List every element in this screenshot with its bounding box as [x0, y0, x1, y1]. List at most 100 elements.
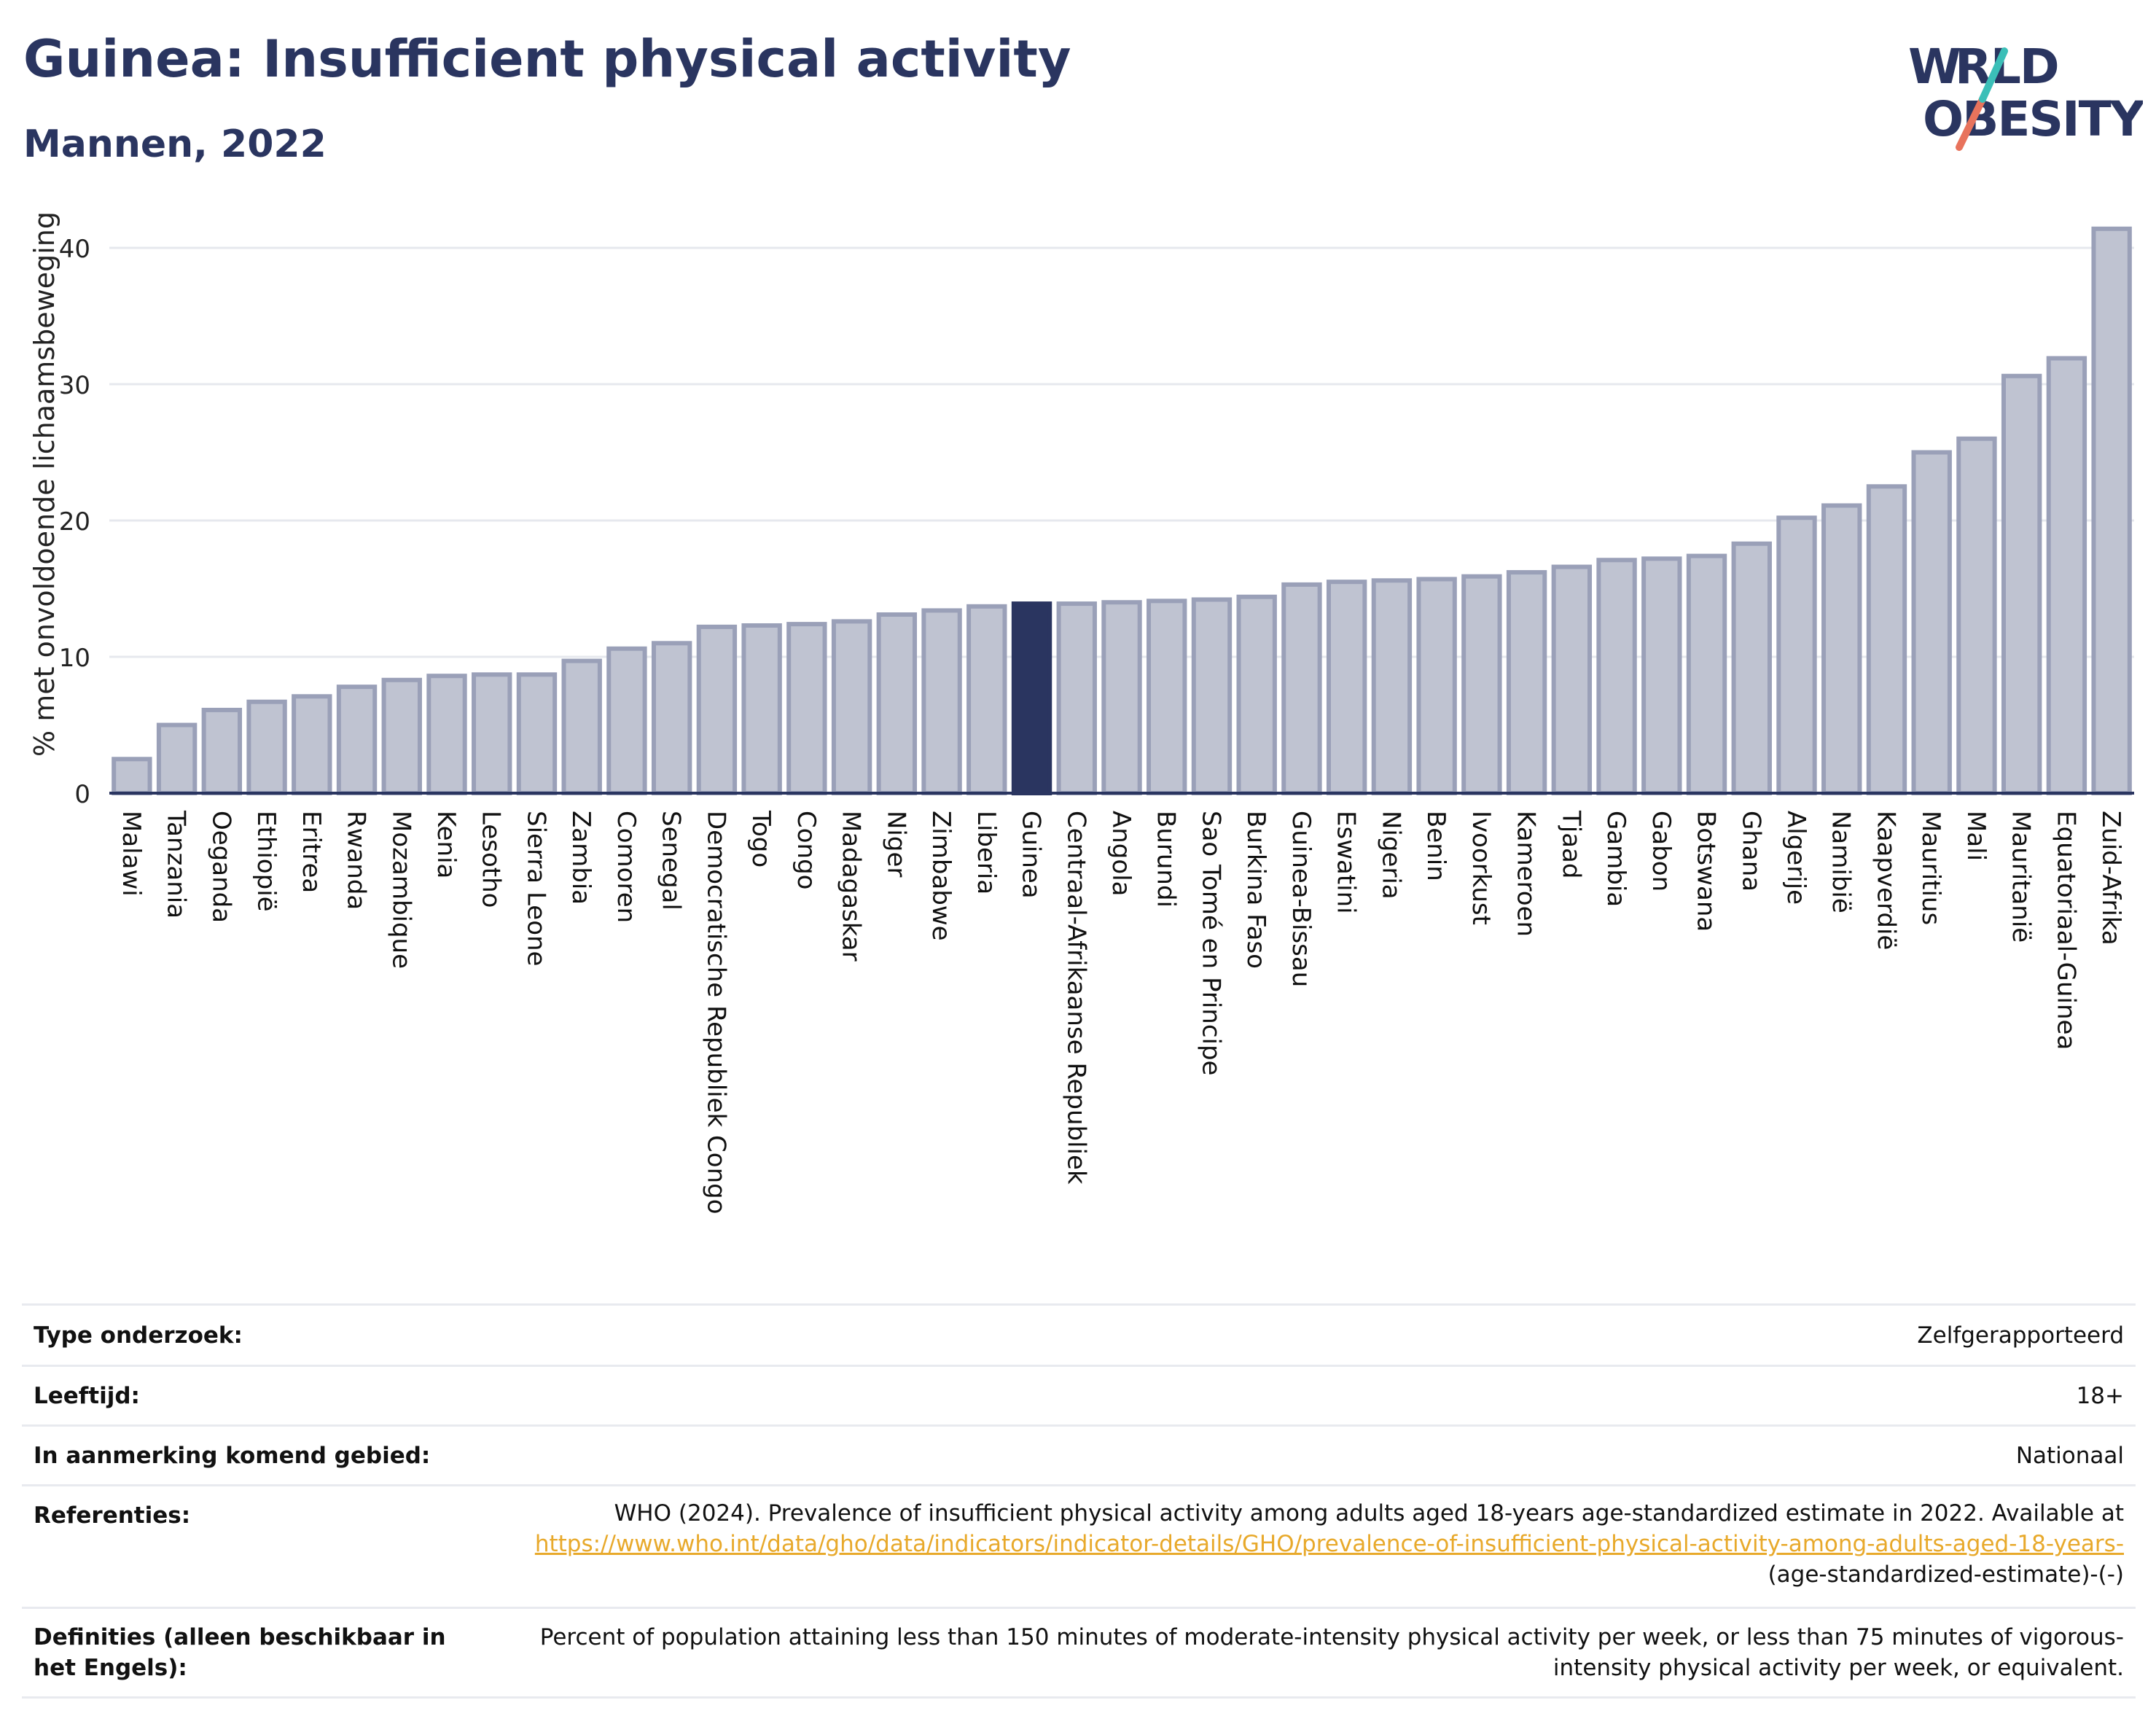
bar — [2091, 226, 2132, 795]
meta-row-references: Referenties: WHO (2024). Prevalence of i… — [22, 1484, 2136, 1607]
x-tick-label: Kaapverdië — [1871, 811, 1900, 950]
x-tick-label: Gambia — [1601, 811, 1630, 907]
x-tick-label: Burundi — [1152, 811, 1181, 908]
bar — [1596, 558, 1637, 795]
bar — [1147, 599, 1187, 796]
meta-value: Zelfgerapporteerd — [1917, 1322, 2124, 1349]
x-tick-label: Ghana — [1736, 811, 1765, 892]
x-tick-label: Mozambique — [386, 811, 415, 969]
x-tick-label: Burkina Faso — [1241, 811, 1270, 969]
x-tick-label: Senegal — [657, 811, 686, 911]
bar — [1731, 541, 1772, 795]
x-tick-label: Zuid-Afrika — [2096, 811, 2125, 946]
x-tick-label: Comoren — [612, 811, 641, 923]
bar — [1506, 570, 1547, 795]
x-tick-label: Namibië — [1827, 811, 1856, 913]
bar — [1866, 484, 1907, 795]
bar — [112, 757, 152, 795]
x-tick-label: Congo — [792, 811, 821, 889]
bar — [201, 707, 243, 795]
bar — [651, 641, 692, 795]
x-tick-label: Togo — [746, 810, 776, 868]
bar — [1416, 577, 1457, 795]
x-tick-label: Guinea — [1017, 811, 1046, 899]
x-tick-label: Eritrea — [297, 811, 326, 893]
meta-value: WHO (2024). Prevalence of insufficient p… — [500, 1498, 2136, 1590]
bar — [1011, 601, 1052, 795]
bar — [741, 623, 782, 795]
bar — [1686, 553, 1727, 795]
bar — [876, 612, 918, 796]
bar — [561, 658, 602, 795]
x-tick-label: Niger — [881, 811, 910, 877]
bar — [472, 672, 512, 795]
bar — [156, 722, 198, 795]
chart-title: Guinea: Insufficient physical activity — [23, 29, 1071, 89]
y-axis-label: % met onvoldoende lichaamsbeweging — [28, 211, 60, 757]
bar — [786, 622, 827, 795]
meta-key: Referenties: — [34, 1502, 191, 1529]
bar-chart: 0 10 20 30 40% met onvoldoende lichaamsbeweg… — [28, 211, 2134, 1214]
bar — [1461, 574, 1502, 795]
x-tick-label: Sierra Leone — [521, 811, 550, 966]
bar — [1641, 556, 1682, 795]
bar — [1191, 597, 1233, 796]
x-tick-label: Zambia — [566, 811, 595, 905]
x-tick-label: Liberia — [972, 811, 1001, 894]
bar — [606, 646, 647, 796]
y-tick-label: 40 — [59, 235, 90, 264]
y-tick-label: 10 — [59, 644, 90, 673]
bar — [246, 699, 287, 796]
x-tick-label: Centraal-Afrikaanse Republiek — [1061, 811, 1090, 1185]
svg-text:W: W — [1908, 39, 1960, 95]
x-tick-label: Malawi — [117, 811, 146, 897]
bar — [2046, 356, 2087, 796]
x-tick-label: Kenia — [431, 811, 461, 878]
y-tick-label: 0 — [74, 780, 90, 809]
x-tick-label: Gabon — [1647, 811, 1676, 892]
x-tick-label: Kameroen — [1512, 811, 1541, 937]
meta-key: Leeftijd: — [34, 1382, 140, 1409]
bar — [336, 685, 378, 796]
x-tick-label: Nigeria — [1376, 811, 1405, 900]
y-tick-label: 30 — [59, 371, 90, 400]
bar — [1371, 578, 1413, 796]
meta-row-age: Leeftijd: 18+ — [22, 1365, 2136, 1424]
bar — [292, 694, 332, 795]
reference-link[interactable]: https://www.who.int/data/gho/data/indica… — [534, 1531, 2124, 1557]
bar — [1236, 594, 1277, 795]
y-tick-label: 20 — [59, 507, 90, 537]
metadata-table: Type onderzoek: Zelfgerapporteerd Leefti… — [22, 1303, 2136, 1699]
x-tick-label: Algerije — [1781, 811, 1811, 905]
bar — [1551, 564, 1593, 796]
x-tick-label: Oeganda — [206, 811, 235, 923]
meta-value: 18+ — [2076, 1382, 2124, 1409]
svg-text:RLD: RLD — [1955, 39, 2058, 95]
meta-key: Type onderzoek: — [34, 1322, 243, 1349]
bar — [696, 624, 738, 795]
bar — [1101, 600, 1142, 795]
bar — [1326, 580, 1367, 796]
bar — [1281, 582, 1322, 795]
bar — [381, 677, 422, 795]
reference-text: WHO (2024). Prevalence of insufficient p… — [614, 1500, 2124, 1527]
x-tick-label: Ethiopië — [251, 811, 281, 912]
x-tick-label: Zimbabwe — [926, 811, 956, 941]
x-tick-label: Tjaad — [1556, 810, 1585, 878]
x-tick-label: Democratische Republiek Congo — [701, 811, 730, 1214]
world-obesity-logo: W RLD OBESITY — [1908, 39, 2143, 151]
x-tick-label: Mauritanië — [2007, 811, 2036, 943]
meta-value: Percent of population attaining less tha… — [539, 1624, 2124, 1681]
bar — [1821, 503, 1862, 795]
bar — [966, 604, 1007, 795]
reference-suffix: (age-standardized-estimate)-(-) — [1768, 1562, 2124, 1588]
x-tick-label: Sao Tomé en Principe — [1196, 811, 1225, 1075]
meta-row-survey-type: Type onderzoek: Zelfgerapporteerd — [22, 1303, 2136, 1365]
meta-key: In aanmerking komend gebied: — [34, 1442, 431, 1469]
x-tick-label: Tanzania — [162, 810, 191, 919]
x-tick-label: Botswana — [1692, 811, 1721, 932]
x-tick-label: Rwanda — [342, 811, 371, 910]
meta-row-definitions: Definities (alleen beschikbaar in het En… — [22, 1607, 2136, 1699]
x-tick-label: Eswatini — [1332, 811, 1361, 914]
x-tick-label: Ivoorkust — [1466, 811, 1496, 925]
